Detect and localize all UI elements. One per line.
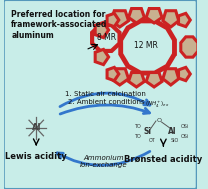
Text: Al: Al [168, 126, 177, 136]
Polygon shape [178, 67, 190, 81]
Polygon shape [181, 37, 198, 57]
Polygon shape [95, 49, 109, 65]
Polygon shape [163, 11, 179, 27]
Polygon shape [111, 69, 129, 85]
Polygon shape [178, 13, 190, 27]
Text: OT: OT [149, 139, 156, 143]
Text: Al: Al [31, 123, 41, 132]
Text: Preferred location for
framework-associated
aluminum: Preferred location for framework-associa… [11, 10, 108, 40]
Polygon shape [146, 73, 162, 87]
Polygon shape [129, 9, 144, 23]
Polygon shape [146, 9, 162, 23]
Text: 1. Static air calcination: 1. Static air calcination [65, 91, 146, 97]
Polygon shape [95, 22, 109, 38]
Text: 2. Ambient conditions: 2. Ambient conditions [68, 99, 144, 105]
Polygon shape [107, 67, 119, 81]
Polygon shape [163, 69, 179, 85]
Text: SiO: SiO [170, 139, 179, 143]
Polygon shape [121, 21, 175, 73]
Polygon shape [107, 13, 119, 27]
Text: Ammonium
Ion-exchange: Ammonium Ion-exchange [80, 155, 128, 168]
Polygon shape [92, 25, 120, 51]
Text: TO: TO [134, 125, 141, 129]
Text: Si: Si [144, 128, 152, 136]
Text: Lewis acidity: Lewis acidity [5, 152, 67, 161]
Text: Brønsted acidity: Brønsted acidity [124, 155, 203, 164]
Text: OSi: OSi [181, 123, 189, 129]
FancyBboxPatch shape [4, 0, 197, 189]
Text: 12 MR: 12 MR [134, 40, 158, 50]
Text: $(NH_4^+)_{ex}$: $(NH_4^+)_{ex}$ [145, 100, 169, 110]
Polygon shape [129, 73, 144, 87]
Polygon shape [111, 11, 129, 27]
Text: O: O [156, 118, 161, 122]
Text: 8 MR: 8 MR [97, 33, 116, 42]
Text: OSi: OSi [181, 133, 189, 139]
Text: TO: TO [134, 135, 141, 139]
